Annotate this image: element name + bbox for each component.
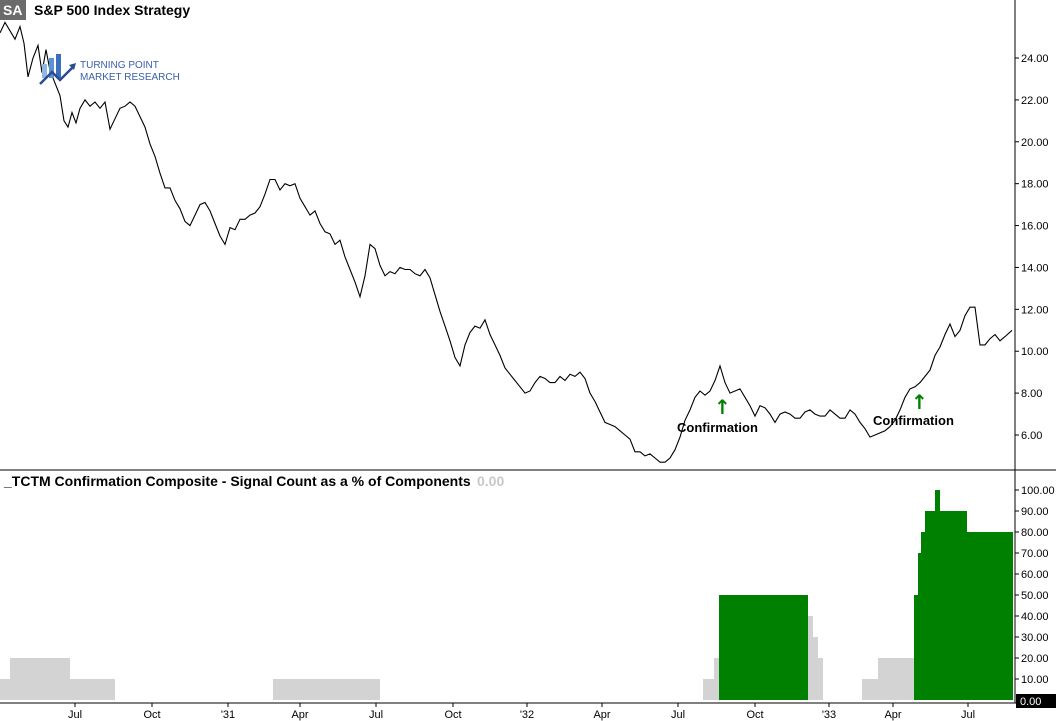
indicator-y-tick-label: 30.00 [1021, 632, 1049, 644]
price-y-tick-label: 10.00 [1021, 346, 1049, 358]
x-tick-label: Jul [961, 709, 975, 721]
signal-bar-active [985, 532, 1013, 700]
x-tick-label: Oct [143, 709, 160, 721]
x-tick-label: '33 [822, 709, 836, 721]
x-axis: Jul Oct '31 Apr Jul Oct '32 Apr Jul Oct '33 Apr Jul [68, 703, 975, 721]
signal-bar-inactive [703, 679, 714, 700]
signal-bar-inactive [808, 616, 813, 700]
price-y-tick-label: 20.00 [1021, 137, 1049, 149]
signal-bar-inactive [70, 679, 115, 700]
signal-bar-inactive [10, 658, 70, 700]
x-tick-label: '32 [520, 709, 534, 721]
price-series-line [0, 21, 1013, 463]
confirmation-label: Confirmation [677, 420, 758, 435]
signal-bar-inactive [0, 679, 10, 700]
indicator-current-value: 0.00 [477, 473, 504, 489]
confirmation-label: Confirmation [873, 413, 954, 428]
x-tick-label: Oct [746, 709, 763, 721]
signal-bar-active [925, 511, 935, 700]
price-y-tick-label: 8.00 [1021, 388, 1042, 400]
indicator-title: _TCTM Confirmation Composite - Signal Co… [3, 473, 471, 489]
signal-bar-active [935, 490, 940, 700]
x-tick-label: '31 [221, 709, 235, 721]
x-tick-label: Apr [291, 709, 308, 721]
logo-line-2: MARKET RESEARCH [80, 72, 180, 83]
indicator-y-tick-label: 50.00 [1021, 590, 1049, 602]
signal-bar-active [967, 532, 985, 700]
indicator-panel: 10.00 20.00 30.00 40.00 50.00 60.00 70.00 80.00… [0, 485, 1055, 700]
signal-bar-inactive [813, 637, 818, 700]
indicator-y-tick-label: 80.00 [1021, 527, 1049, 539]
confirmation-annotation-1: ↑ Confirmation [677, 395, 758, 435]
symbol-tag [0, 0, 26, 20]
indicator-bars [0, 490, 1013, 700]
x-tick-label: Jul [68, 709, 82, 721]
price-y-axis: 6.00 8.00 10.00 12.00 14.00 16.00 18.00 20.00 22… [1015, 53, 1049, 442]
x-tick-label: Jul [369, 709, 383, 721]
signal-bar-active [918, 553, 921, 700]
indicator-last-value: 0.00 [1016, 694, 1056, 708]
chart-title: S&P 500 Index Strategy [34, 2, 190, 18]
price-panel: 6.00 8.00 10.00 12.00 14.00 16.00 18.00 20.00 22… [0, 21, 1049, 463]
price-y-tick-label: 14.00 [1021, 262, 1049, 274]
signal-bar-active [719, 595, 808, 700]
indicator-y-axis: 10.00 20.00 30.00 40.00 50.00 60.00 70.00 80.00… [1015, 485, 1055, 686]
signal-bar-inactive [862, 679, 878, 700]
signal-bar-active [921, 532, 925, 700]
signal-bar-inactive [273, 679, 380, 700]
confirmation-annotation-2: ↑ Confirmation [873, 390, 954, 428]
signal-bar-inactive [878, 658, 914, 700]
price-y-tick-label: 6.00 [1021, 430, 1042, 442]
price-y-tick-label: 18.00 [1021, 179, 1049, 191]
company-logo: TURNING POINT MARKET RESEARCH [39, 54, 180, 85]
symbol-label: SA [3, 2, 22, 18]
price-y-tick-label: 24.00 [1021, 53, 1049, 65]
signal-bar-active [914, 595, 918, 700]
signal-bar-inactive [714, 658, 719, 700]
indicator-y-tick-label: 90.00 [1021, 506, 1049, 518]
logo-line-1: TURNING POINT [80, 60, 159, 71]
signal-bar-inactive [818, 658, 823, 700]
price-y-tick-label: 22.00 [1021, 95, 1049, 107]
x-tick-label: Apr [593, 709, 610, 721]
confirmation-arrow-icon: ↑ [911, 390, 928, 414]
indicator-y-tick-label: 60.00 [1021, 569, 1049, 581]
indicator-y-tick-label: 10.00 [1021, 674, 1049, 686]
price-y-tick-label: 16.00 [1021, 221, 1049, 233]
indicator-y-tick-label: 100.00 [1021, 485, 1055, 497]
indicator-y-tick-label: 70.00 [1021, 548, 1049, 560]
x-tick-label: Jul [671, 709, 685, 721]
indicator-y-tick-label: 40.00 [1021, 611, 1049, 623]
signal-bar-active [940, 511, 967, 700]
price-y-tick-label: 12.00 [1021, 304, 1049, 316]
x-tick-label: Apr [884, 709, 901, 721]
x-tick-label: Oct [444, 709, 461, 721]
indicator-y-tick-label: 20.00 [1021, 653, 1049, 665]
confirmation-arrow-icon: ↑ [714, 395, 731, 419]
indicator-last-value-text: 0.00 [1020, 696, 1041, 708]
